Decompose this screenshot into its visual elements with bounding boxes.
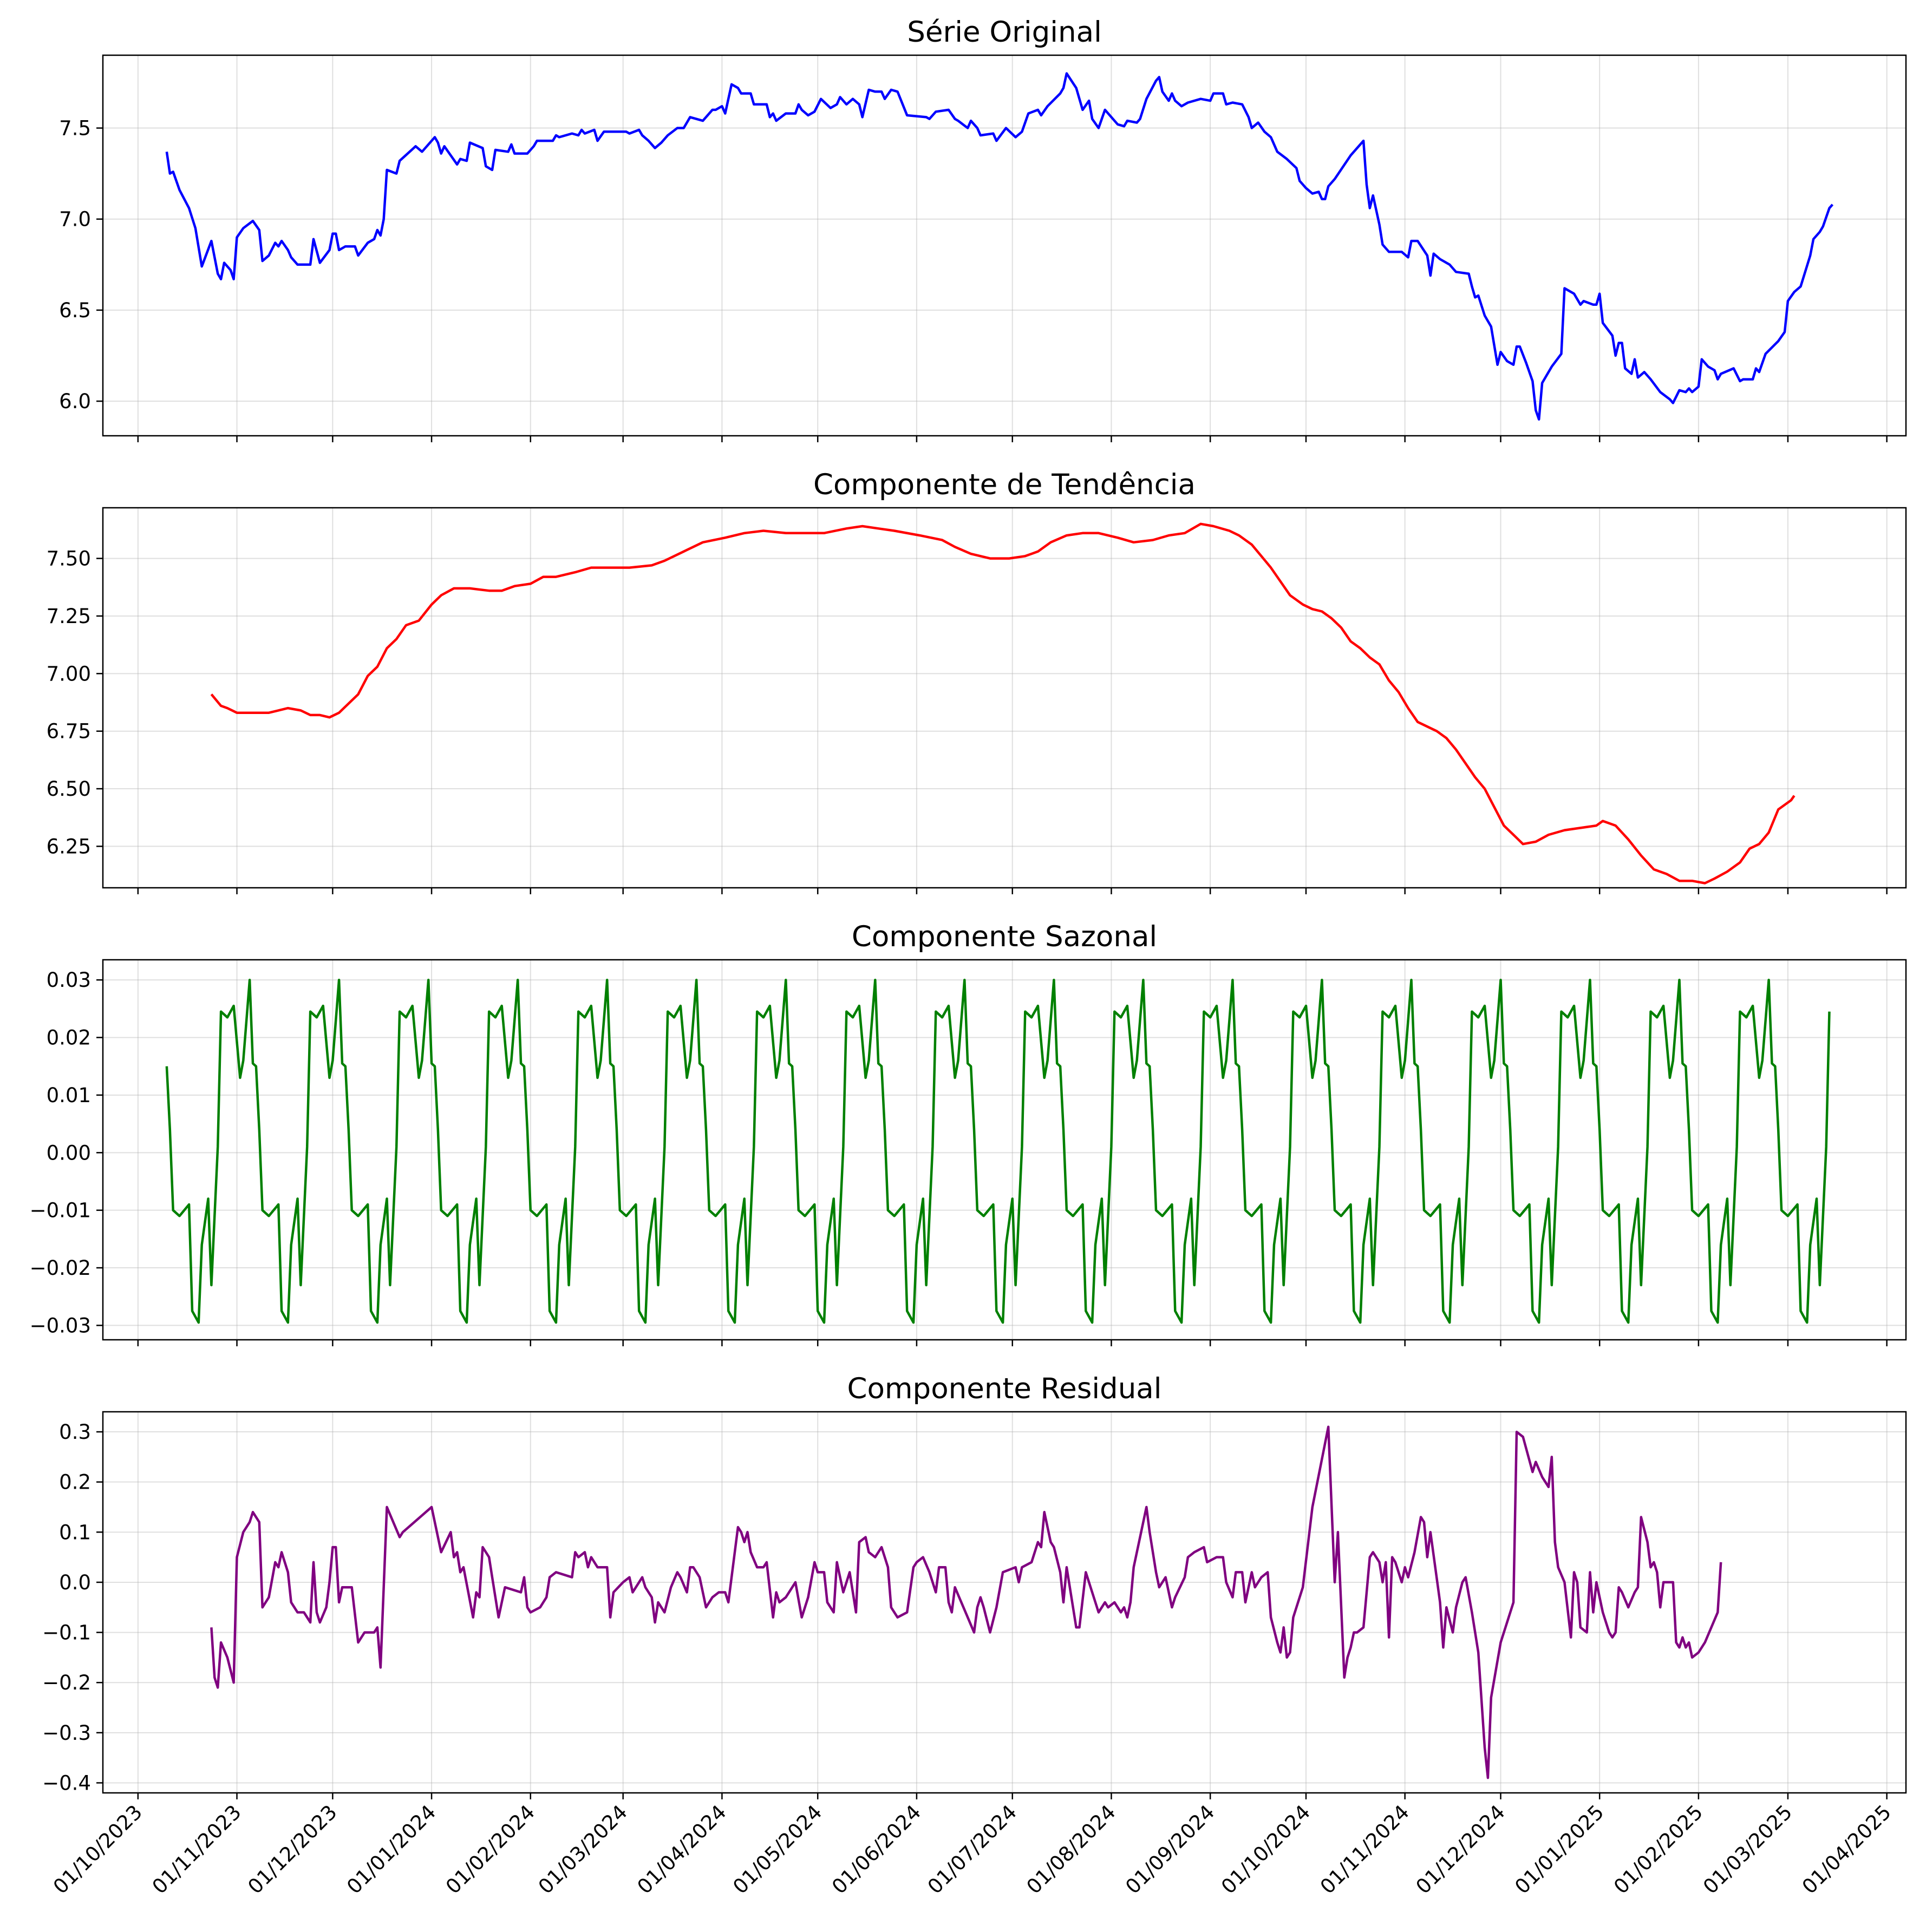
y-tick-label: 0.00 [47,1141,91,1164]
panel-1: 6.0 6.5 7.0 7.5 Série Original [59,16,1907,442]
y-tick-label: −0.02 [30,1256,91,1280]
series-line [210,522,1796,885]
x-tick-label: 01/01/2024 [342,1800,440,1898]
x-tick-label: 01/02/2024 [441,1800,539,1898]
plot-frame [102,507,1907,889]
panel-title: Série Original [907,16,1102,49]
x-tick-label: 01/12/2023 [244,1800,342,1898]
series-line [165,72,1834,421]
y-tick-label: 6.50 [47,777,91,801]
panel-title: Componente Sazonal [852,920,1157,953]
y-tick-label: 6.75 [47,720,91,743]
y-tick-label: 7.50 [47,547,91,571]
y-tick-label: −0.3 [42,1721,91,1745]
y-tick-label: 0.01 [47,1084,91,1107]
panel-4: −0.4−0.3−0.2−0.10.00.10.20.301/10/2023 01… [42,1372,1907,1898]
x-tick-label: 01/05/2024 [728,1800,826,1898]
x-tick-label: 01/08/2024 [1022,1800,1120,1898]
x-tick-label: 01/04/2024 [633,1800,731,1898]
y-tick-label: 6.0 [59,390,91,413]
x-tick-label: 01/12/2024 [1412,1800,1510,1898]
x-tick-label: 01/09/2024 [1121,1800,1219,1898]
y-tick-label: 0.02 [47,1026,91,1050]
x-tick-label: 01/10/2024 [1217,1800,1315,1898]
panel-title: Componente Residual [847,1372,1162,1405]
y-tick-label: 6.25 [47,835,91,858]
x-tick-label: 01/04/2025 [1798,1800,1896,1898]
y-tick-label: 7.25 [47,605,91,628]
y-tick-label: 7.5 [59,117,91,140]
x-tick-label: 01/10/2023 [49,1800,147,1898]
x-tick-label: 01/07/2024 [923,1800,1021,1898]
y-tick-label: 0.2 [59,1471,91,1494]
plot-frame [102,1411,1907,1794]
plot-frame [102,54,1907,437]
y-tick-label: −0.2 [42,1671,91,1694]
y-tick-label: 6.5 [59,299,91,322]
x-tick-label: 01/02/2025 [1609,1800,1707,1898]
y-tick-label: 0.1 [59,1521,91,1544]
plot-frame [102,959,1907,1341]
y-tick-label: −0.1 [42,1621,91,1645]
x-tick-label: 01/01/2025 [1510,1800,1608,1898]
series-line [210,1425,1722,1779]
y-tick-label: −0.01 [30,1199,91,1222]
y-tick-label: 7.0 [59,208,91,231]
panel-3: −0.03 −0.02 −0.01 0.00 0.01 0.02 0.03 Component… [30,920,1907,1346]
panel-2: 6.25 6.50 6.75 7.00 7.25 7.50 Componente de Te… [47,468,1907,894]
x-tick-label: 01/06/2024 [827,1800,925,1898]
x-tick-label: 01/11/2024 [1316,1800,1414,1898]
y-tick-label: −0.4 [42,1771,91,1795]
x-tick-label: 01/03/2024 [534,1800,632,1898]
x-tick-label: 01/11/2023 [148,1800,246,1898]
y-tick-label: −0.03 [30,1314,91,1337]
y-tick-label: 7.00 [47,662,91,685]
y-tick-label: 0.0 [59,1571,91,1594]
y-tick-label: 0.3 [59,1420,91,1444]
x-tick-label: 01/03/2025 [1699,1800,1797,1898]
series-line [165,978,1831,1324]
y-tick-label: 0.03 [47,968,91,992]
panel-title: Componente de Tendência [813,468,1196,501]
